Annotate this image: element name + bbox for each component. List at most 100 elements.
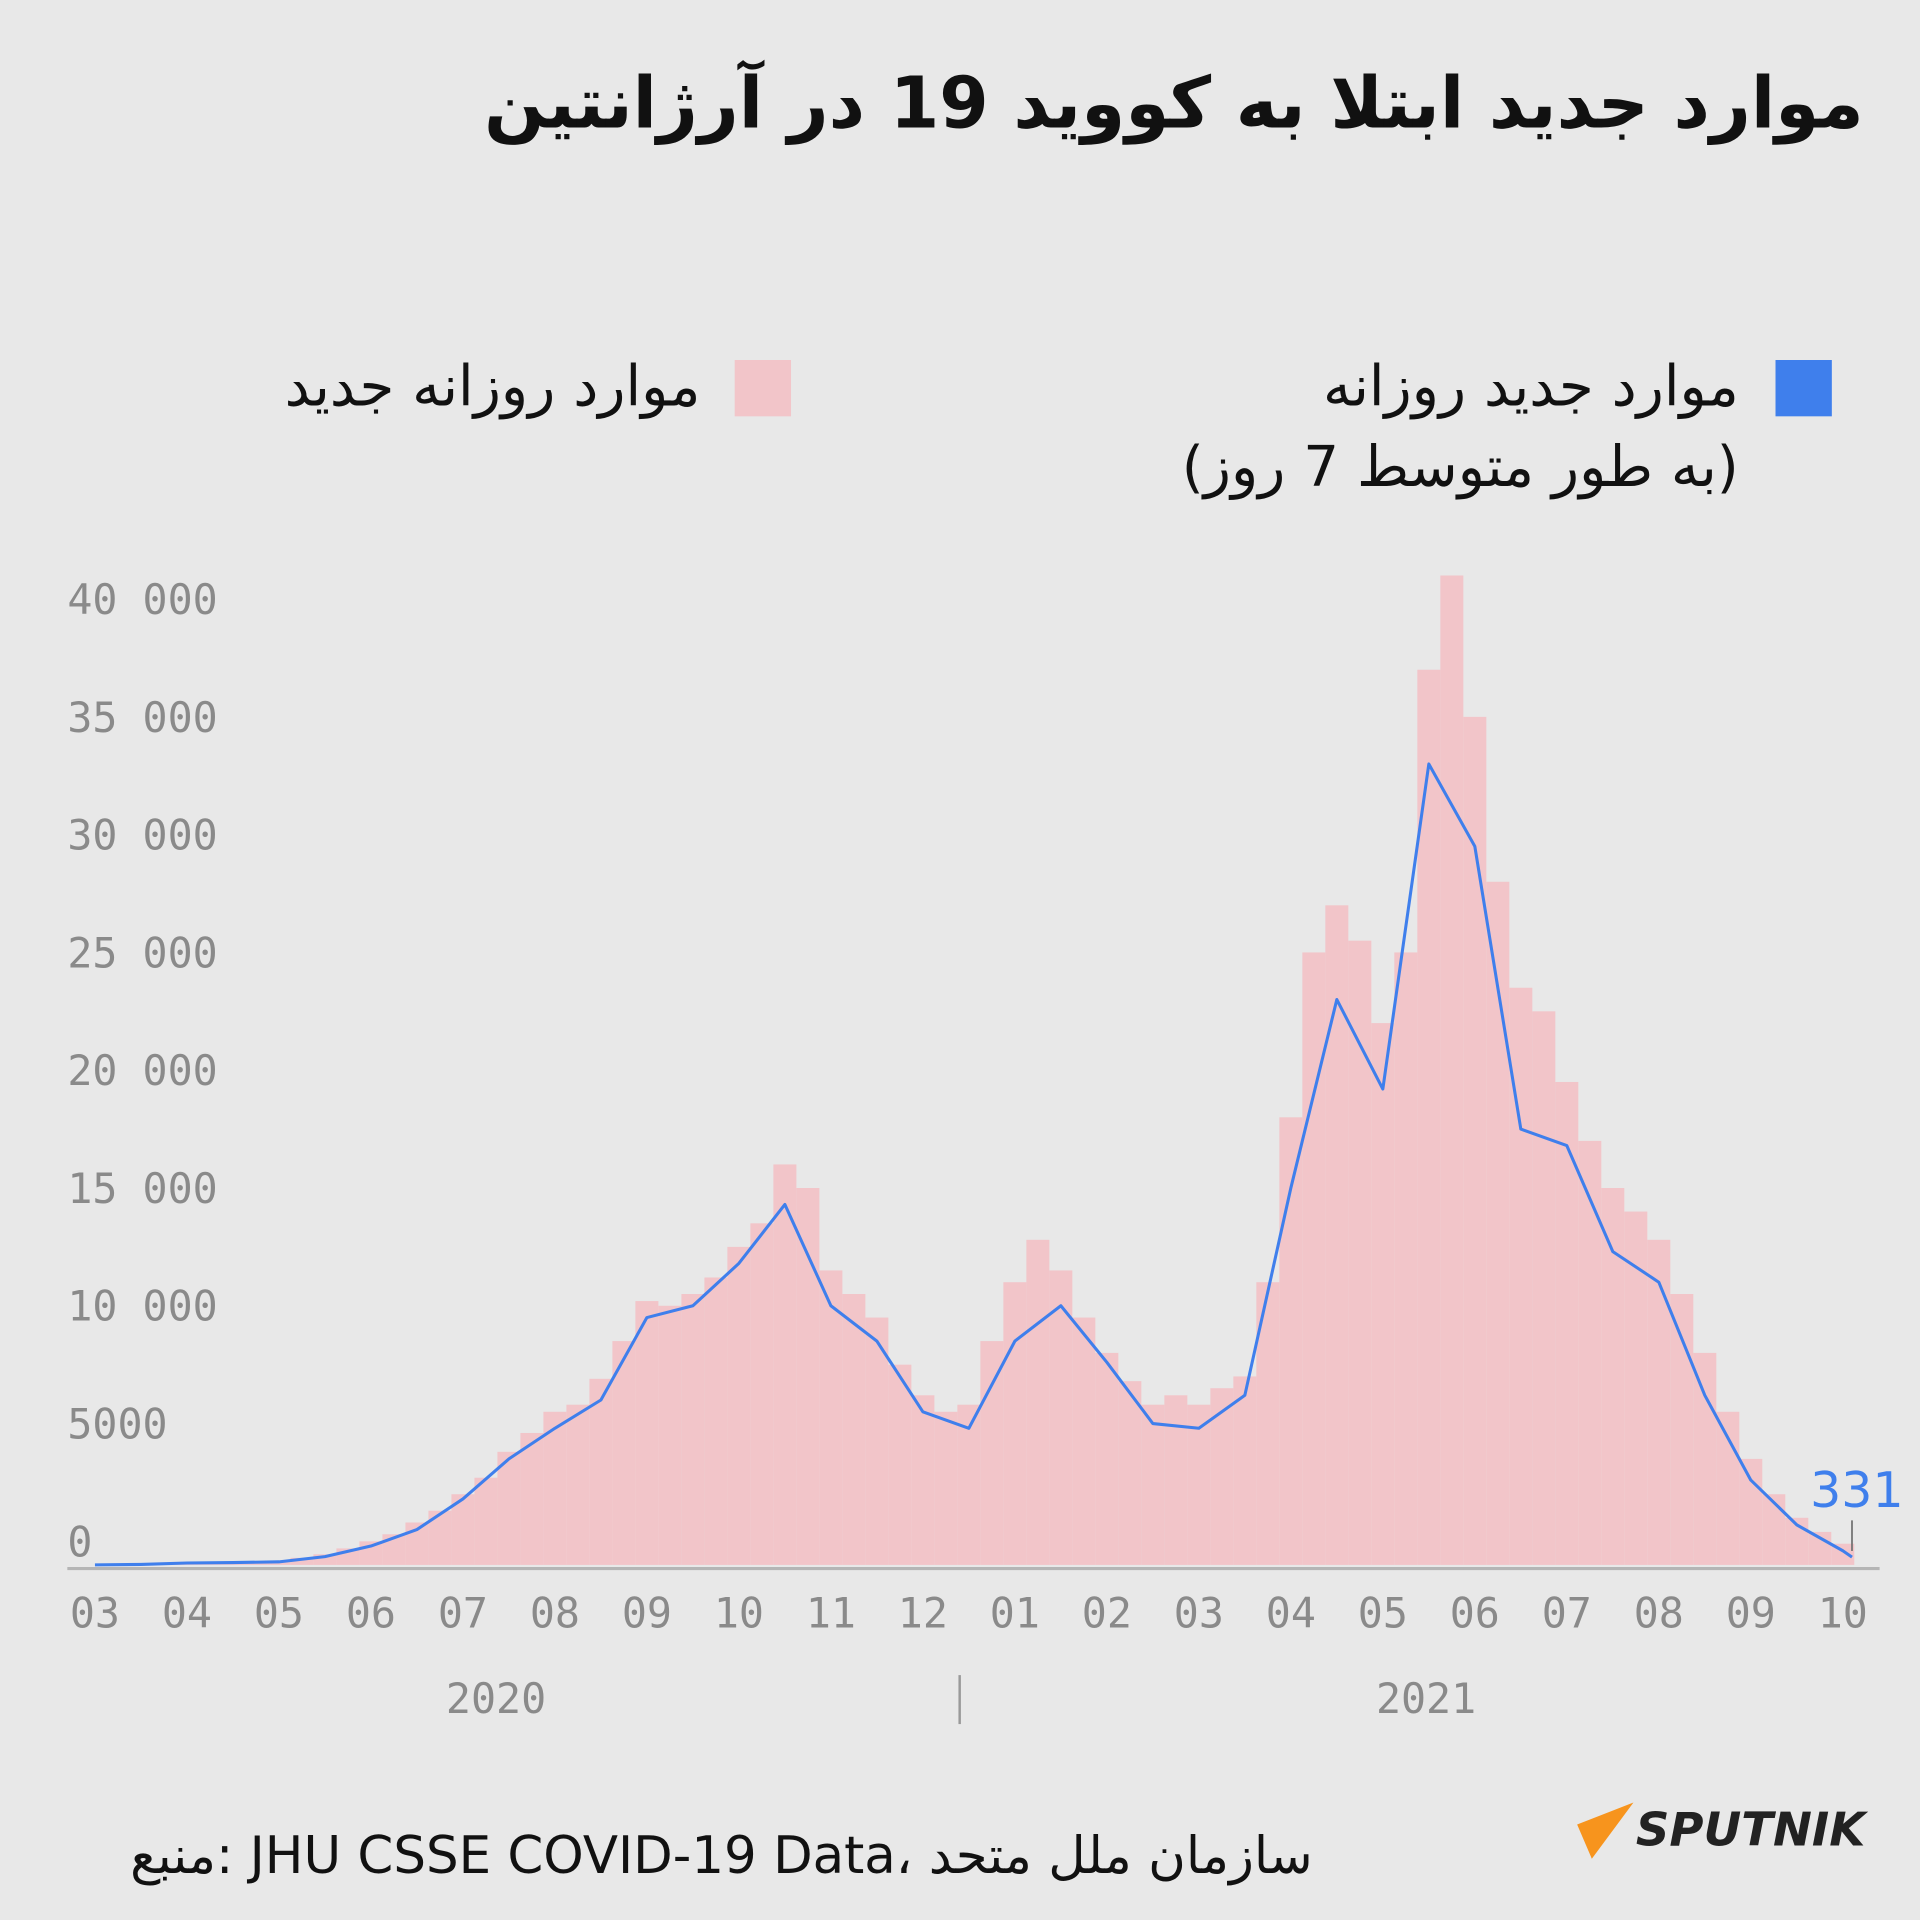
bar [1693, 1352, 1717, 1565]
legend-label: موارد روزانه جدید [284, 352, 701, 419]
bar [1233, 1376, 1257, 1565]
x-tick-label: 01 [990, 1588, 1040, 1637]
bar [566, 1404, 590, 1565]
bar [1371, 1023, 1395, 1565]
year-label: 2020 [446, 1674, 546, 1723]
year-label: 2021 [1376, 1674, 1476, 1723]
bar [1141, 1404, 1165, 1565]
x-tick-label: 03 [1174, 1588, 1224, 1637]
bar [1210, 1388, 1234, 1565]
bar [1256, 1282, 1280, 1565]
bar [612, 1341, 636, 1565]
legend-label: موارد جدید روزانه (به طور متوسط 7 روز) [1181, 352, 1739, 500]
bar [980, 1341, 1004, 1565]
bar [1532, 1011, 1556, 1565]
bar [819, 1270, 843, 1565]
legend-swatch [1775, 360, 1832, 417]
bar [957, 1404, 981, 1565]
bar [865, 1317, 889, 1565]
bar [1440, 575, 1464, 1565]
bar [497, 1451, 521, 1565]
y-tick-label: 20 000 [67, 1046, 217, 1095]
logo: SPUTNIK [1636, 1803, 1868, 1857]
end-label: 331 [1810, 1462, 1903, 1519]
x-tick-label: 10 [1818, 1588, 1868, 1637]
x-tick-label: 09 [1726, 1588, 1776, 1637]
bar [1118, 1381, 1142, 1565]
y-tick-label: 5000 [67, 1400, 167, 1449]
bar [1555, 1081, 1579, 1565]
bar [704, 1277, 728, 1565]
bar [1578, 1140, 1602, 1565]
bar [658, 1305, 682, 1565]
bar [313, 1554, 337, 1565]
bar [1003, 1282, 1027, 1565]
bar [934, 1411, 958, 1565]
y-tick-label: 25 000 [67, 928, 217, 977]
bar [290, 1557, 314, 1565]
bar [635, 1301, 659, 1565]
bar [589, 1378, 613, 1565]
bar [1417, 669, 1441, 1565]
x-tick-label: 04 [1266, 1588, 1316, 1637]
bar [1279, 1117, 1303, 1565]
line [94, 762, 1853, 1567]
bar [1325, 905, 1349, 1565]
bar [1762, 1494, 1786, 1565]
bar [474, 1477, 498, 1565]
x-tick-label: 05 [254, 1588, 304, 1637]
x-tick-label: 07 [1542, 1588, 1592, 1637]
x-tick-label: 06 [1450, 1588, 1500, 1637]
x-tick-label: 03 [70, 1588, 120, 1637]
bar [1348, 940, 1372, 1565]
bar [727, 1246, 751, 1565]
bar [1647, 1239, 1671, 1565]
bar [796, 1187, 820, 1565]
bar [1739, 1458, 1763, 1565]
y-tick-label: 0 [67, 1517, 92, 1566]
y-tick-label: 15 000 [67, 1164, 217, 1213]
legend-box: موارد جدید روزانه (به طور متوسط 7 روز) [1181, 352, 1739, 500]
bar [1049, 1270, 1073, 1565]
bar [681, 1293, 705, 1565]
x-tick-label: 11 [806, 1588, 856, 1637]
bar [842, 1293, 866, 1565]
bar [1486, 881, 1510, 1565]
bar [1095, 1352, 1119, 1565]
x-tick-label: 02 [1082, 1588, 1132, 1637]
logo-mark [1577, 1802, 1634, 1859]
legend-swatch [734, 360, 792, 417]
bar [428, 1510, 452, 1565]
x-tick-label: 12 [898, 1588, 948, 1637]
bar [1463, 716, 1487, 1565]
bar [520, 1432, 544, 1565]
bar [543, 1411, 567, 1565]
bar [382, 1534, 406, 1565]
x-tick-label: 05 [1358, 1588, 1408, 1637]
bar [1302, 952, 1326, 1565]
bar [773, 1164, 797, 1565]
y-tick-label: 35 000 [67, 693, 217, 742]
y-tick-label: 30 000 [67, 811, 217, 860]
bar [911, 1395, 935, 1565]
bar [1164, 1395, 1188, 1565]
bar [1072, 1317, 1096, 1565]
x-tick-label: 08 [1634, 1588, 1684, 1637]
bar [888, 1364, 912, 1565]
bar [1394, 952, 1418, 1565]
y-tick-label: 10 000 [67, 1282, 217, 1331]
x-tick-label: 04 [162, 1588, 212, 1637]
bar [1026, 1239, 1050, 1565]
bar [1187, 1404, 1211, 1565]
x-tick-label: 07 [438, 1588, 488, 1637]
x-tick-label: 08 [530, 1588, 580, 1637]
x-tick-label: 10 [714, 1588, 764, 1637]
bar [750, 1223, 774, 1565]
source: منبع: JHU CSSE COVID-19 Data، سازمان ملل… [130, 1826, 1313, 1886]
legend-box: موارد روزانه جدید [284, 352, 701, 419]
bar [1670, 1293, 1694, 1565]
x-tick-label: 06 [346, 1588, 396, 1637]
